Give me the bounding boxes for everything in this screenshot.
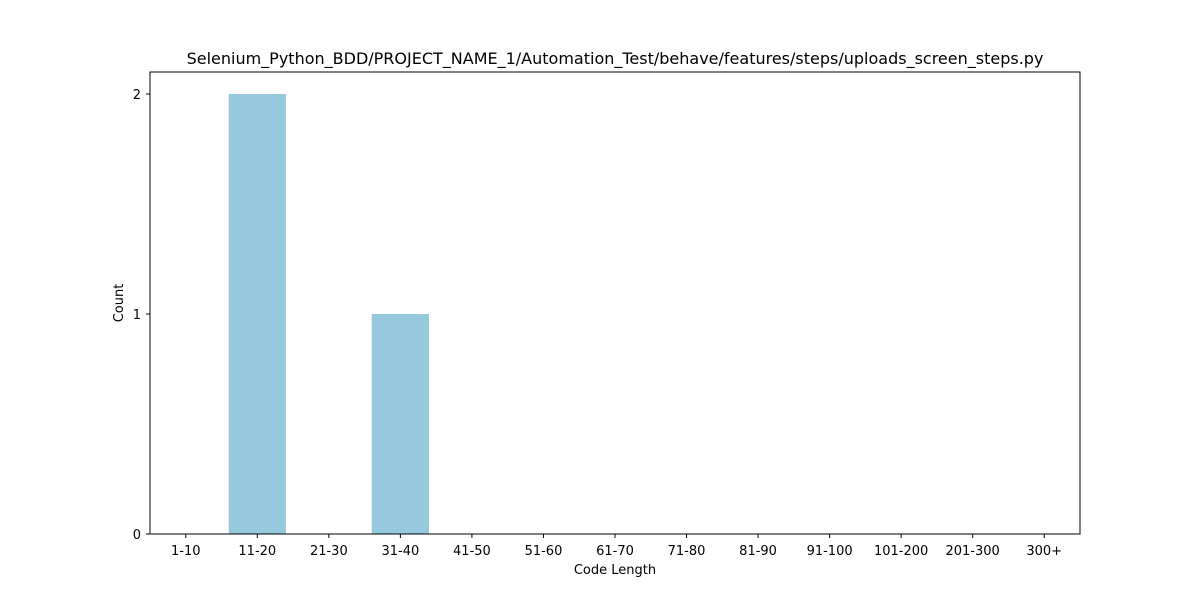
- y-tick-label: 2: [133, 88, 141, 103]
- x-axis-ticks: 1-10 11-20 21-30 31-40 41-50 51-60 61-70 71-80 8…: [171, 534, 1062, 559]
- x-axis-label: Code Length: [574, 563, 656, 578]
- x-tick-label: 201-300: [946, 544, 1000, 559]
- x-tick-label: 71-80: [668, 544, 706, 559]
- y-axis-ticks: 0 1 2: [133, 88, 150, 543]
- chart-title: Selenium_Python_BDD/PROJECT_NAME_1/Autom…: [187, 49, 1044, 69]
- x-tick-label: 11-20: [238, 544, 276, 559]
- x-tick-label: 61-70: [596, 544, 634, 559]
- y-axis-label: Count: [112, 284, 127, 323]
- x-tick-label: 81-90: [739, 544, 777, 559]
- y-tick-label: 1: [133, 308, 141, 323]
- x-tick-label: 1-10: [171, 544, 201, 559]
- y-tick-label: 0: [133, 528, 141, 543]
- x-tick-label: 41-50: [453, 544, 491, 559]
- x-tick-label: 300+: [1026, 544, 1062, 559]
- x-tick-label: 31-40: [381, 544, 419, 559]
- x-tick-label: 51-60: [525, 544, 563, 559]
- plot-frame: [149, 71, 1081, 535]
- bars-layer: [228, 94, 429, 534]
- x-tick-label: 101-200: [874, 544, 928, 559]
- x-tick-label: 91-100: [807, 544, 853, 559]
- bar-31-40: [371, 314, 429, 534]
- x-tick-label: 21-30: [310, 544, 348, 559]
- bar-11-20: [228, 94, 286, 534]
